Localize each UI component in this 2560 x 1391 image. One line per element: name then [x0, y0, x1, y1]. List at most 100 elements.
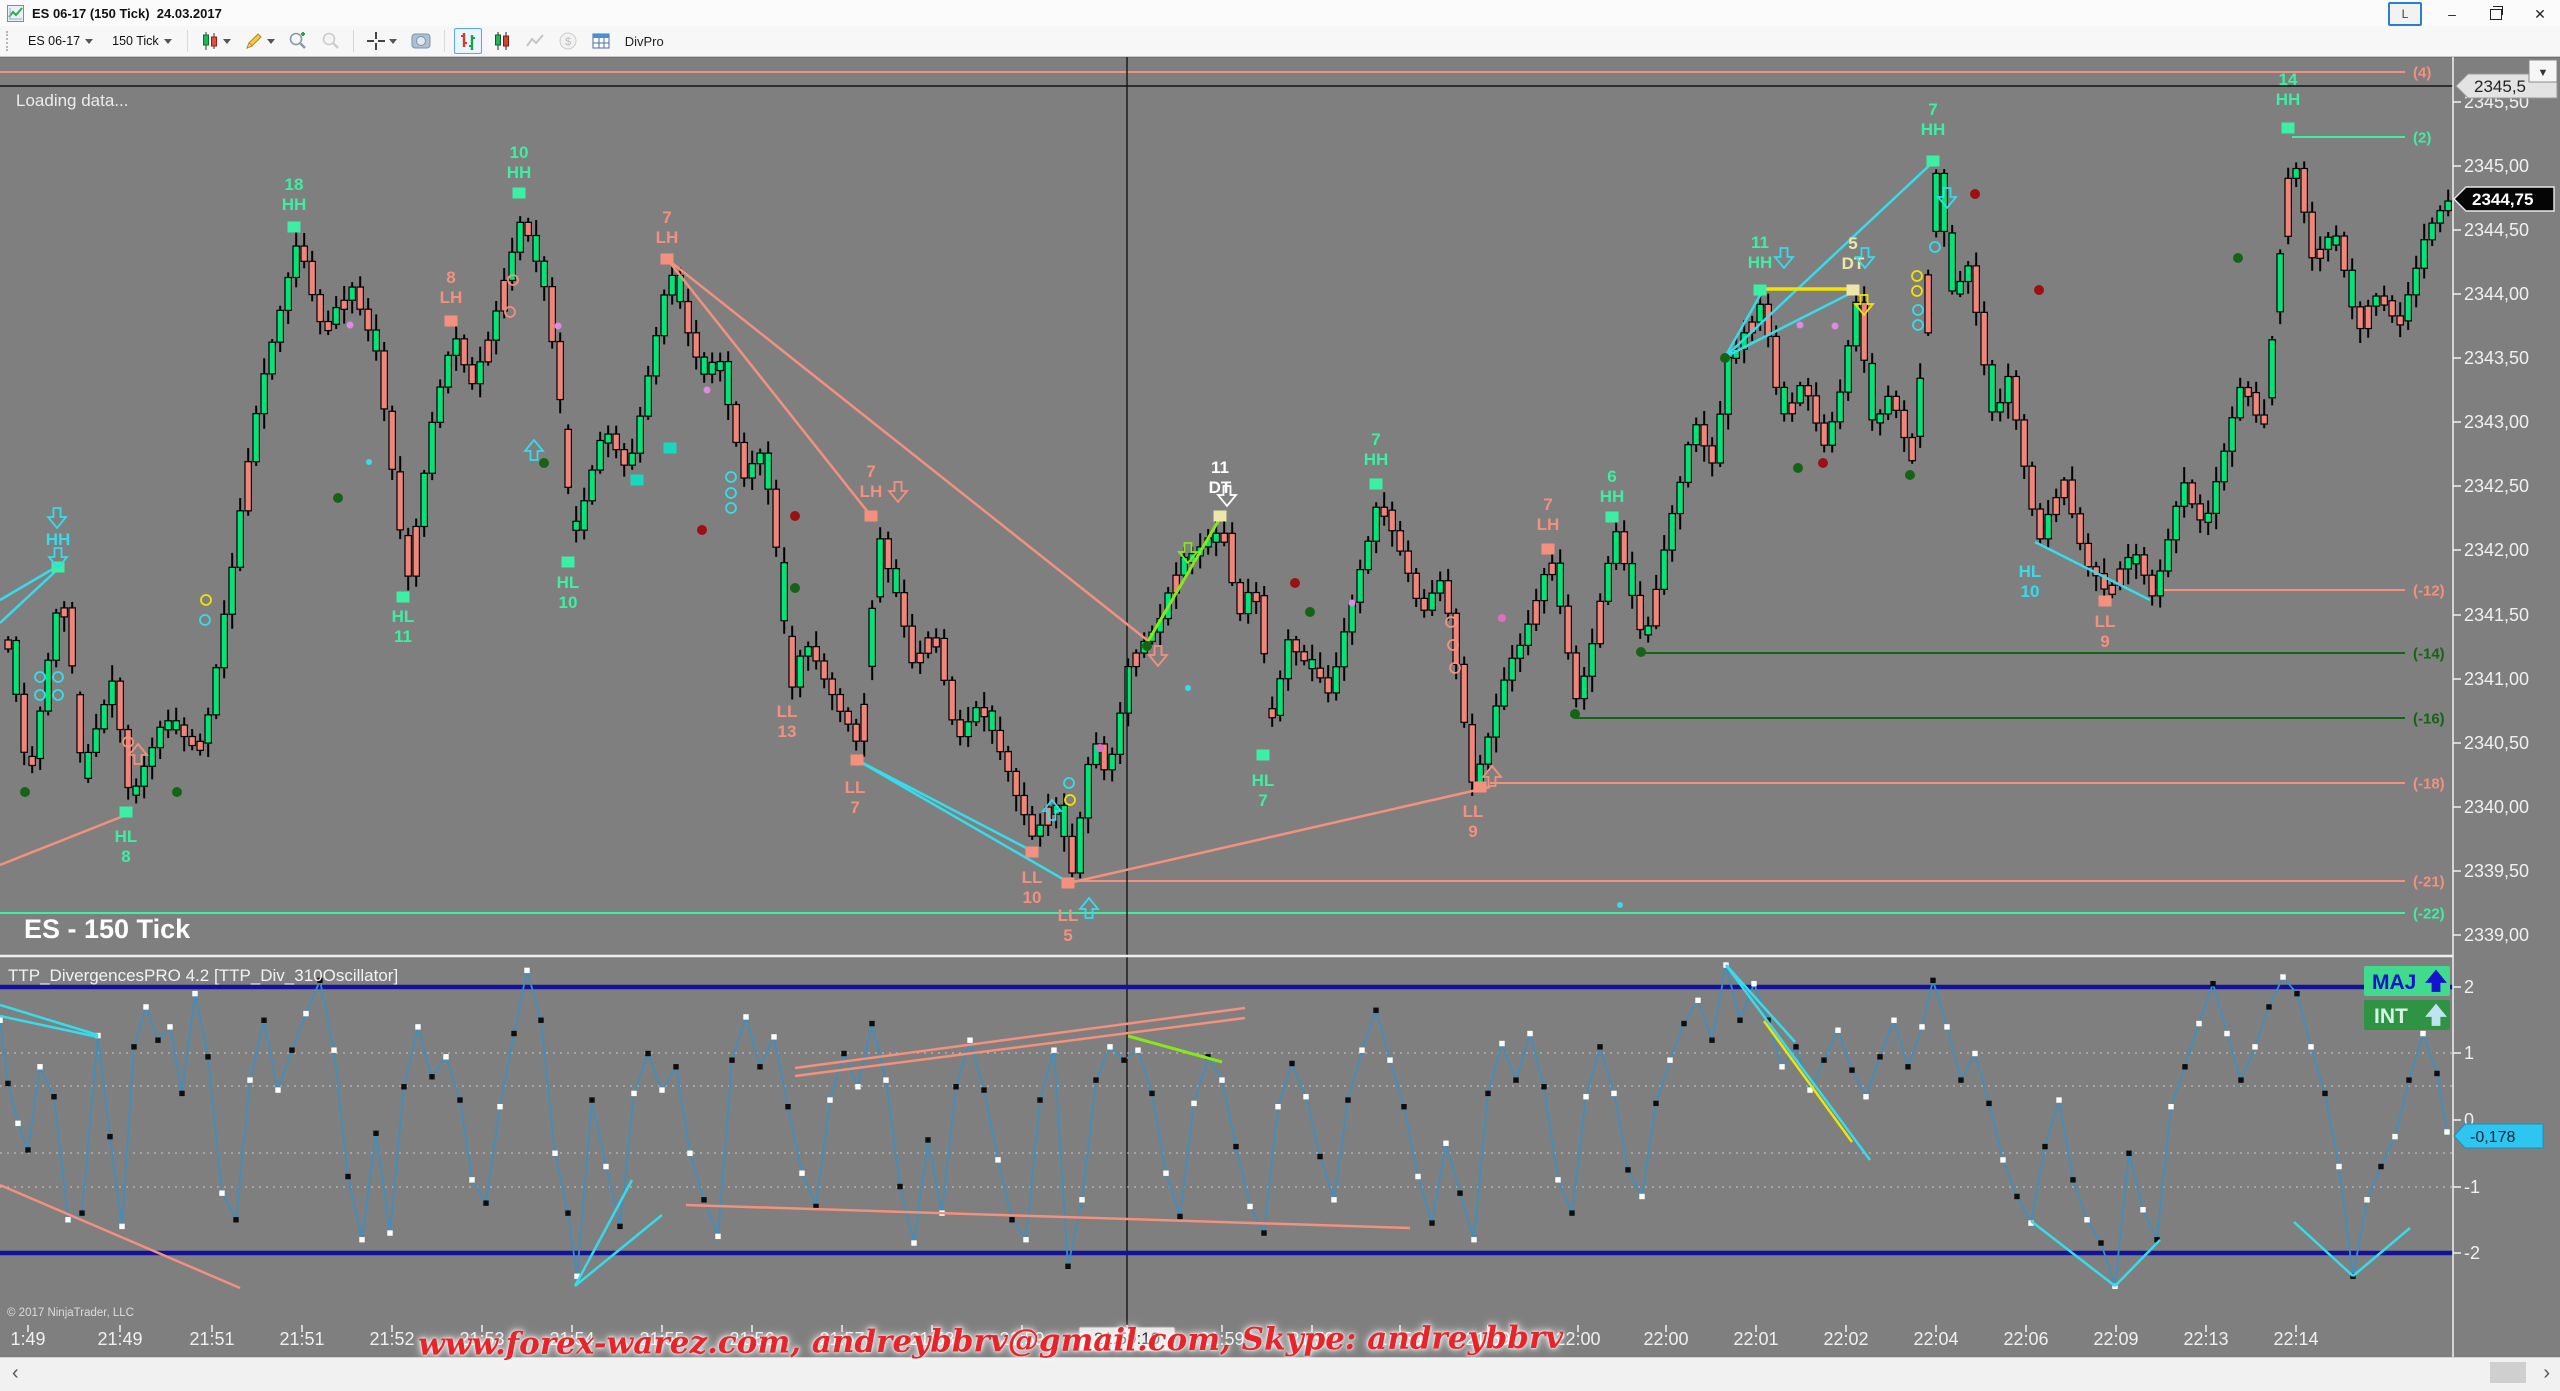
toolbar-separator [443, 30, 445, 52]
horizontal-scrollbar[interactable]: ‹ › [0, 1357, 2560, 1391]
scrollbar-thumb[interactable] [2490, 1362, 2526, 1383]
svg-text:2339,50: 2339,50 [2464, 861, 2529, 881]
svg-text:LL: LL [1022, 868, 1043, 887]
svg-text:HL: HL [115, 827, 138, 846]
svg-text:HH: HH [46, 530, 71, 549]
svg-text:2343,00: 2343,00 [2464, 412, 2529, 432]
svg-text:22:00: 22:00 [1643, 1329, 1688, 1349]
svg-text:21:58: 21:58 [909, 1329, 954, 1349]
interval-label: 150 Tick [112, 34, 159, 48]
svg-text:HL: HL [1252, 771, 1275, 790]
svg-text:21:52: 21:52 [369, 1329, 414, 1349]
instrument-selector[interactable]: ES 06-17 [22, 31, 99, 51]
svg-text:9: 9 [1468, 822, 1477, 841]
dollar-button[interactable]: $ [555, 29, 581, 53]
trend-badges: MAJ INT [2364, 966, 2450, 1030]
crosshair-time-marker [1078, 1326, 1176, 1352]
toolbar-grip[interactable] [6, 31, 13, 51]
price-bars [4, 161, 2453, 879]
svg-text:LH: LH [440, 288, 463, 307]
oscillator-panel [0, 984, 2453, 1256]
scroll-left-icon[interactable]: ‹ [12, 1362, 19, 1384]
svg-text:22:01: 22:01 [1733, 1329, 1778, 1349]
svg-text:21:56: 21:56 [729, 1329, 774, 1349]
scroll-right-icon[interactable]: › [2543, 1362, 2550, 1384]
svg-text:11: 11 [1751, 233, 1769, 252]
line-chart-icon [525, 34, 544, 47]
price-axis-scale-dropdown[interactable] [2528, 59, 2558, 83]
ohlc-bars-icon [460, 33, 475, 50]
svg-text:11: 11 [1211, 458, 1229, 477]
svg-text:2344,50: 2344,50 [2464, 220, 2529, 240]
svg-text:HH: HH [2276, 90, 2301, 109]
svg-text:22:02: 22:02 [1823, 1329, 1868, 1349]
svg-text:8: 8 [121, 847, 130, 866]
svg-text:14: 14 [2279, 70, 2298, 89]
window-titlebar: ES 06-17 (150 Tick) 24.03.2017 [0, 0, 2560, 27]
axis-dropdown: ▼ [2528, 59, 2558, 83]
svg-text:7: 7 [866, 462, 875, 481]
svg-text:HH: HH [1600, 487, 1625, 506]
svg-text:HL: HL [392, 607, 415, 626]
crosshair [0, 57, 2453, 1325]
swing-markers: 18HH10HH8LH7LHHL11HL107LHLL13LL7LL10LL5H… [46, 70, 2301, 945]
oscillator-divergence-lines [0, 964, 2411, 1290]
svg-text:13: 13 [778, 722, 797, 741]
svg-text:(2): (2) [2413, 130, 2431, 147]
chart-style-candles-button[interactable] [489, 29, 515, 53]
price-divergence-lines [0, 161, 2151, 885]
svg-text:6: 6 [1607, 467, 1616, 486]
svg-text:HH: HH [1748, 253, 1773, 272]
maximize-button[interactable] [2482, 4, 2510, 24]
svg-text:TTP_DivergencesPRO 4.2 [TTP_Di: TTP_DivergencesPRO 4.2 [TTP_Div_310Oscil… [8, 966, 398, 985]
svg-text:2344,75: 2344,75 [2472, 190, 2533, 209]
svg-text:21:59: 21:59 [999, 1329, 1044, 1349]
svg-text:▼: ▼ [2538, 67, 2549, 79]
svg-text:LL: LL [1058, 906, 1079, 925]
chart-style-line-button[interactable] [522, 29, 548, 53]
svg-text:(-12): (-12) [2413, 583, 2445, 600]
oscillator-series [0, 962, 2450, 1289]
bar-style-dropdown[interactable] [197, 29, 234, 53]
svg-text:Loading data...: Loading data... [16, 91, 128, 110]
zoom-in-button[interactable] [285, 29, 311, 53]
divpro-label: DivPro [624, 33, 664, 49]
cursor-mode-dropdown[interactable] [363, 29, 400, 53]
restore-icon [2490, 5, 2503, 20]
time-axis: 1:49 21:49 21:51 21:51 21:52 21:53 21:54 21:55 2… [10, 1325, 2319, 1352]
svg-text:21:51: 21:51 [189, 1329, 234, 1349]
chart-style-bars-button[interactable] [453, 28, 482, 54]
svg-text:21:59: 21:59 [1465, 1329, 1510, 1349]
svg-text:9: 9 [2100, 632, 2109, 651]
close-button[interactable]: ✕ [2534, 5, 2546, 22]
link-button[interactable]: L [2388, 2, 2422, 26]
svg-text:HL: HL [2019, 562, 2042, 581]
chart-toolbar: ES 06-17 150 Tick [0, 26, 2560, 57]
drawing-tools-dropdown[interactable] [241, 29, 278, 53]
svg-text:18: 18 [285, 175, 304, 194]
svg-text:22:06: 22:06 [2003, 1329, 2048, 1349]
data-grid-button[interactable] [588, 29, 614, 53]
svg-text:2341,50: 2341,50 [2464, 605, 2529, 625]
chevron-down-icon [266, 38, 275, 44]
svg-text:HH: HH [1921, 120, 1946, 139]
svg-text:HH: HH [1364, 450, 1389, 469]
minimize-button[interactable]: – [2448, 6, 2456, 22]
svg-text:11: 11 [394, 627, 412, 646]
svg-text:22:14: 22:14 [2273, 1329, 2318, 1349]
zoom-out-button[interactable] [318, 29, 344, 53]
table-icon [592, 33, 610, 49]
svg-text:2339,00: 2339,00 [2464, 925, 2529, 945]
interval-selector[interactable]: 150 Tick [106, 31, 178, 51]
svg-text:21:57: 21:57 [819, 1329, 864, 1349]
snapshot-button[interactable] [407, 29, 435, 53]
svg-text:8: 8 [446, 268, 455, 287]
svg-text:21:59: 21:59 [1199, 1329, 1244, 1349]
svg-text:10: 10 [2021, 582, 2040, 601]
last-price-marker [2453, 186, 2555, 212]
axis-price-tags: 2345,5 2344,75 -0,178 [2453, 73, 2558, 1149]
svg-text:2340,50: 2340,50 [2464, 733, 2529, 753]
svg-text:HL: HL [557, 573, 580, 592]
svg-text:7: 7 [662, 208, 671, 227]
